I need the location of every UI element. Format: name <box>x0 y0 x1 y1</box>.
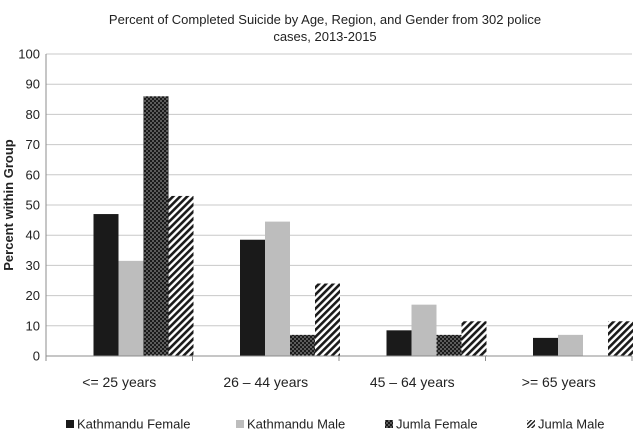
axes <box>45 54 633 361</box>
legend-label: Jumla Female <box>396 417 478 432</box>
chart-title-line-1: Percent of Completed Suicide by Age, Reg… <box>109 12 541 27</box>
y-tick-label: 100 <box>18 47 40 62</box>
bar <box>411 304 437 356</box>
y-tick-labels: 0 10 20 30 40 50 60 70 80 90 100 <box>18 47 40 364</box>
bars <box>93 96 633 356</box>
bar <box>386 330 412 356</box>
bar <box>93 214 119 356</box>
y-tick-label: 40 <box>26 228 40 243</box>
y-axis-label: Percent within Group <box>1 139 16 271</box>
x-category-label: 26 – 44 years <box>223 374 308 390</box>
legend-swatch <box>385 420 393 428</box>
legend: Kathmandu Female Kathmandu Male Jumla Fema… <box>66 417 604 432</box>
y-tick-label: 20 <box>26 288 40 303</box>
x-category-label: >= 65 years <box>522 374 596 390</box>
bar <box>143 96 169 356</box>
bar <box>265 221 290 356</box>
legend-label: Kathmandu Female <box>77 417 190 432</box>
legend-swatch <box>527 420 535 428</box>
x-category-label: <= 25 years <box>82 374 156 390</box>
bar <box>290 334 315 356</box>
bar <box>436 334 462 356</box>
y-tick-label: 30 <box>26 258 40 273</box>
legend-label: Kathmandu Male <box>247 417 345 432</box>
bar <box>118 260 144 356</box>
legend-label: Jumla Male <box>538 417 604 432</box>
y-tick-label: 50 <box>26 198 40 213</box>
y-tick-label: 60 <box>26 167 40 182</box>
y-tick-label: 10 <box>26 318 40 333</box>
x-category-labels: <= 25 years 26 – 44 years 45 – 64 years >= … <box>82 374 595 390</box>
y-tick-label: 0 <box>33 349 40 364</box>
y-tick-label: 80 <box>26 107 40 122</box>
bar <box>608 321 633 356</box>
y-tick-label: 90 <box>26 77 40 92</box>
bar <box>315 283 340 356</box>
legend-swatch <box>236 420 244 428</box>
bar <box>533 337 558 356</box>
legend-swatch <box>66 420 74 428</box>
bar <box>558 334 583 356</box>
bar <box>461 321 487 356</box>
x-category-label: 45 – 64 years <box>370 374 455 390</box>
bar <box>240 239 265 356</box>
chart-title-line-2: cases, 2013-2015 <box>273 29 376 44</box>
bar <box>168 195 194 356</box>
y-tick-label: 70 <box>26 137 40 152</box>
